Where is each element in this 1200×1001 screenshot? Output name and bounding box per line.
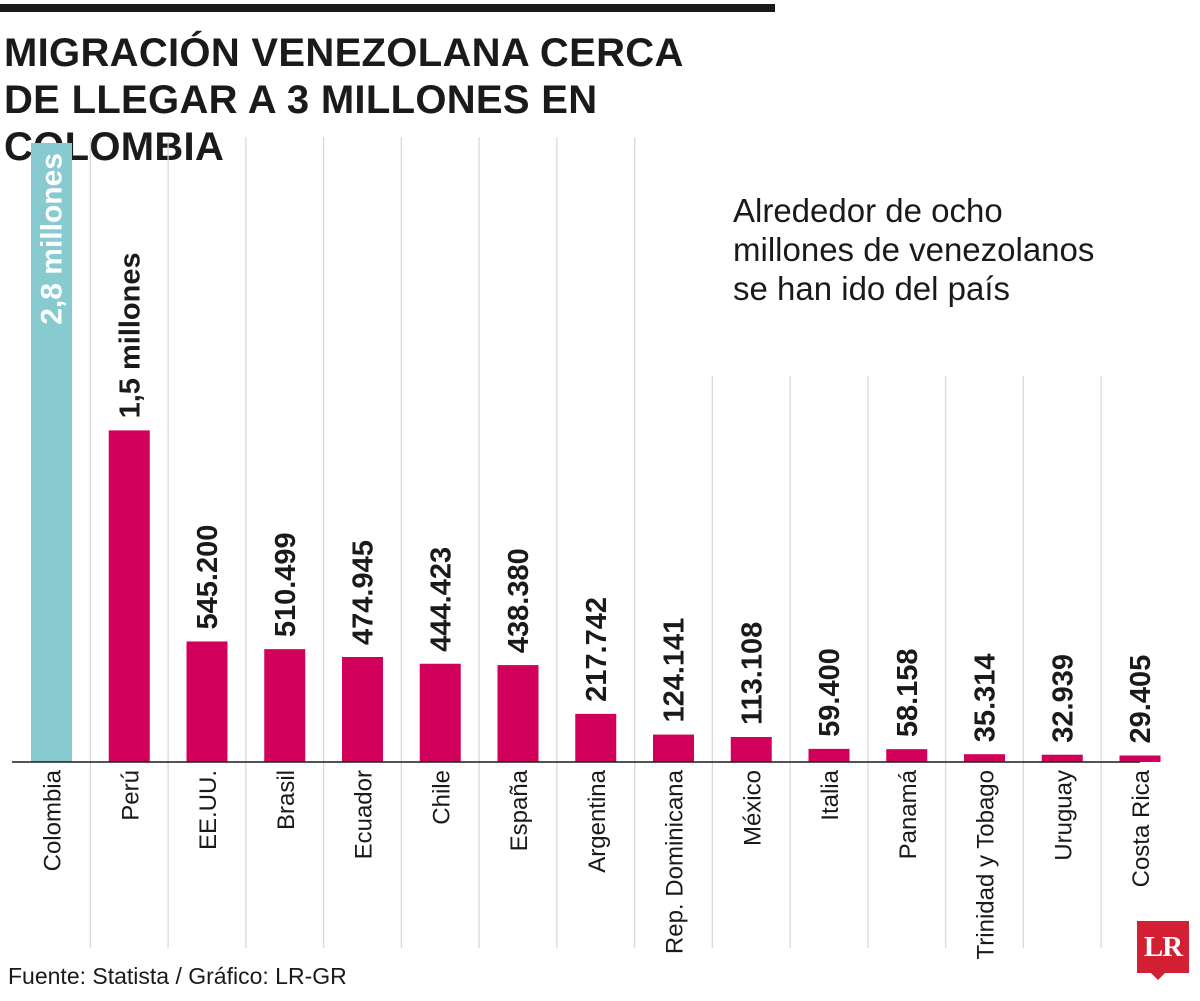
- bar-per-: [108, 430, 150, 762]
- value-label: 35.314: [970, 653, 1002, 742]
- category-label: Costa Rica: [1128, 769, 1155, 887]
- category-label: Brasil: [273, 770, 300, 830]
- bar-italia: [808, 748, 850, 762]
- bar-argentina: [575, 713, 617, 762]
- top-rule: [0, 4, 775, 12]
- category-label: México: [739, 770, 766, 846]
- value-label: 32.939: [1047, 654, 1079, 743]
- category-label: Perú: [117, 770, 144, 821]
- value-label: 113.108: [736, 622, 768, 725]
- value-label: 124.141: [659, 618, 691, 723]
- value-labels: 2,8 millones 1,5 millones 545.200 510.499 47…: [36, 153, 1158, 743]
- value-label: 58.158: [892, 648, 924, 737]
- bar-rep-dominicana: [653, 734, 694, 762]
- bar-uruguay: [1041, 754, 1083, 762]
- category-label: Chile: [428, 770, 455, 825]
- bar-ee-uu-: [186, 641, 228, 762]
- value-label: 444.423: [425, 547, 457, 652]
- bar-espa-a: [497, 665, 539, 762]
- category-label: Colombia: [40, 769, 67, 871]
- value-label: 29.405: [1125, 655, 1157, 744]
- value-label: 1,5 millones: [114, 252, 146, 418]
- source-text: Fuente: Statista / Gráfico: LR-GR: [8, 963, 347, 989]
- category-label: Panamá: [895, 769, 922, 859]
- grid-lines: [89, 137, 1102, 948]
- value-label: 217.742: [581, 597, 613, 702]
- category-label: Uruguay: [1050, 770, 1077, 861]
- chart-title: MIGRACIÓN VENEZOLANA CERCA DE LLEGAR A 3…: [4, 31, 684, 169]
- bar-m-xico: [730, 736, 772, 762]
- category-label: España: [506, 769, 533, 851]
- category-label: Ecuador: [351, 770, 378, 859]
- bar-colombia: [31, 143, 72, 762]
- lr-logo: LR: [1137, 921, 1189, 980]
- annotation-text: Alrededor de ocho millones de venezolano…: [733, 192, 1095, 307]
- category-label: Rep. Dominicana: [662, 769, 689, 954]
- value-label: 59.400: [814, 648, 846, 737]
- value-label: 474.945: [348, 540, 380, 645]
- bar-chile: [419, 663, 461, 762]
- value-label: 2,8 millones: [36, 153, 69, 325]
- category-label: Argentina: [584, 769, 611, 872]
- lr-logo-text: LR: [1137, 921, 1189, 973]
- value-label: 545.200: [192, 525, 224, 630]
- value-label: 438.380: [503, 548, 535, 653]
- bar-ecuador: [342, 657, 383, 762]
- bars: [31, 143, 1161, 762]
- lr-logo-tail: [1151, 973, 1165, 980]
- category-labels: Colombia Perú EE.UU. Brasil Ecuador Chile Espa…: [40, 769, 1156, 959]
- category-label: EE.UU.: [195, 770, 222, 850]
- bar-costa-rica: [1119, 755, 1161, 762]
- bar-brasil: [264, 649, 306, 762]
- bar-trinidad-y-tobago: [964, 754, 1005, 762]
- category-label: Trinidad y Tobago: [973, 770, 1000, 959]
- value-label: 510.499: [270, 532, 302, 637]
- category-label: Italia: [817, 769, 844, 820]
- bar-panam-: [886, 749, 928, 762]
